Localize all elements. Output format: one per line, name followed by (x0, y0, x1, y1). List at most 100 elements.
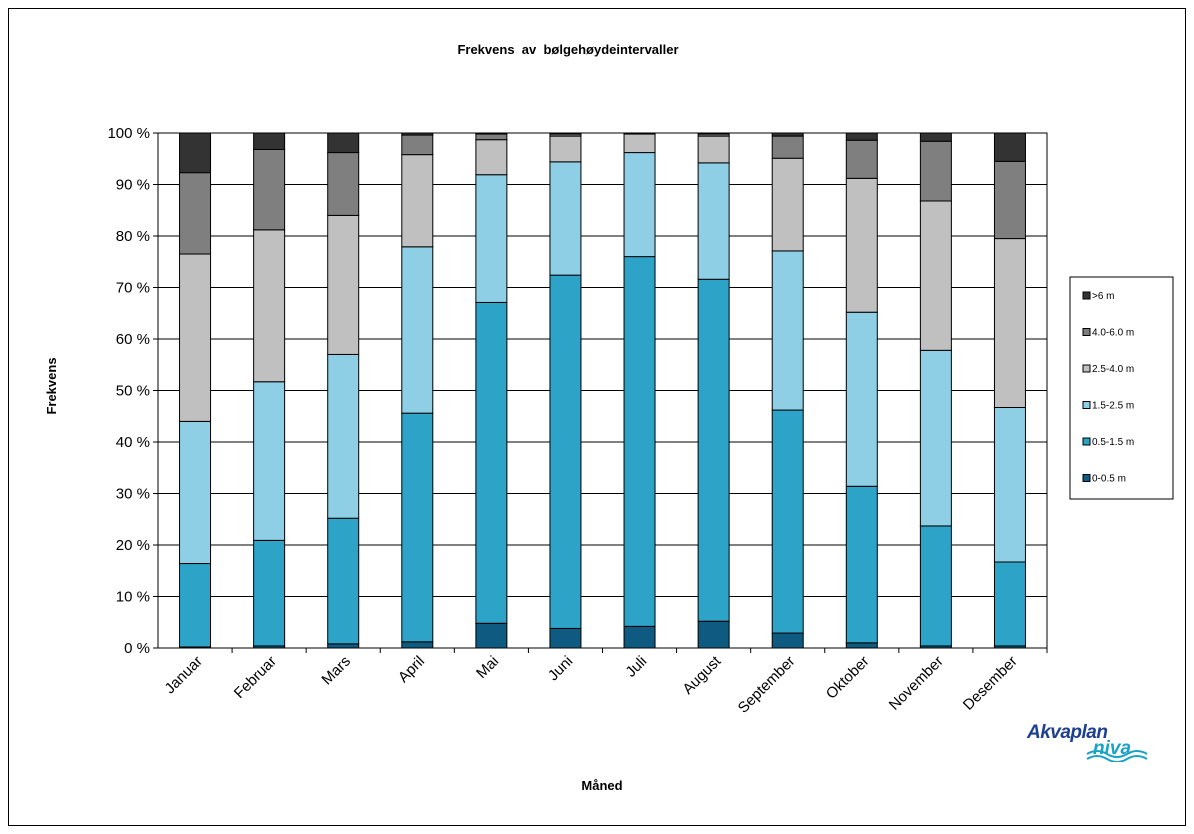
bar-segment (623, 152, 656, 258)
bar-segment (697, 620, 730, 649)
bar-segment (993, 238, 1026, 408)
bar-segment (993, 406, 1026, 563)
legend-label: 0.5-1.5 m (1092, 437, 1134, 448)
bar-segment (327, 517, 360, 645)
bar-segment (771, 250, 804, 411)
y-axis-label: Frekvens (44, 357, 59, 414)
x-tick-label: Februar (231, 653, 280, 702)
bar-segment (623, 256, 656, 627)
bar-segment (845, 177, 878, 313)
bar-segment (475, 132, 508, 135)
bar-segment (401, 246, 434, 414)
legend-label: 1.5-2.5 m (1092, 401, 1134, 412)
x-tick-label: April (395, 653, 428, 686)
x-tick-label: Mars (318, 653, 354, 689)
y-tick-label: 40 % (116, 434, 150, 451)
bars (179, 132, 1026, 649)
x-tick-label: September (735, 653, 799, 717)
bar-segment (623, 625, 656, 649)
bar-segment (549, 161, 582, 276)
y-tick-label: 10 % (116, 589, 150, 606)
bar-segment (771, 132, 804, 137)
bar-segment (697, 132, 730, 135)
chart-frame (8, 8, 1186, 826)
bar-segment (697, 278, 730, 622)
y-tick-label: 80 % (116, 228, 150, 245)
bar-segment (475, 139, 508, 176)
y-tick-label: 20 % (116, 537, 150, 554)
legend-box (1069, 276, 1174, 500)
x-tick-label: Juli (622, 653, 650, 681)
bar-segment (771, 157, 804, 252)
bar-segment (327, 353, 360, 519)
bar-segment (919, 525, 952, 647)
bar-segment (919, 132, 952, 142)
legend-swatch (1082, 364, 1091, 373)
bar-segment (475, 174, 508, 303)
bar-segment (475, 301, 508, 624)
bar-segment (401, 412, 434, 643)
logo-wave-icon (1086, 750, 1148, 762)
bar-segment (771, 135, 804, 159)
bar-segment (549, 274, 582, 629)
legend-swatch (1082, 474, 1091, 482)
bar-segment (327, 132, 360, 154)
bar-segment (253, 229, 286, 383)
bar-segment (697, 162, 730, 280)
bar-segment (475, 622, 508, 649)
bar-segment (179, 132, 212, 174)
bar-segment (401, 154, 434, 248)
bar-segment (327, 643, 360, 649)
bar-segment (179, 563, 212, 648)
x-tick-label: August (679, 652, 725, 698)
y-tick-label: 0 % (124, 640, 150, 657)
bar-segment (919, 200, 952, 351)
bar-segment (549, 627, 582, 649)
x-tick-label: Mai (473, 653, 502, 682)
bar-segment (697, 135, 730, 164)
bar-segment (401, 641, 434, 649)
bar-segment (623, 133, 656, 154)
x-tick-label: Januar (161, 653, 205, 697)
bar-segment (845, 311, 878, 487)
legend-label: 0-0.5 m (1092, 474, 1126, 485)
y-tick-label: 70 % (116, 280, 150, 297)
bar-segment (993, 132, 1026, 162)
legend-label: 4.0-6.0 m (1092, 328, 1134, 339)
gridlines (157, 132, 1048, 649)
bar-segment (253, 148, 286, 231)
logo-text-main: Akvaplan (1027, 722, 1108, 743)
akvaplan-niva-logo: Akvaplan niva (1027, 722, 1167, 762)
bar-segment (771, 632, 804, 649)
bar-segment (845, 642, 878, 649)
legend-label: >6 m (1092, 291, 1115, 302)
x-tick-label: Oktober (823, 653, 873, 703)
bar-segment (993, 160, 1026, 240)
bar-segment (401, 134, 434, 156)
bar-segment (401, 132, 434, 136)
bar-segment (919, 140, 952, 202)
bar-segment (253, 381, 286, 541)
bar-segment (327, 214, 360, 355)
x-tick-label: Desember (960, 653, 1021, 714)
chart-title: Frekvens av bølgehøydeintervaller (457, 42, 678, 57)
bar-segment (179, 420, 212, 565)
legend-swatch (1082, 291, 1091, 300)
x-tick-label: November (886, 653, 947, 714)
y-tick-label: 60 % (116, 331, 150, 348)
bar-segment (845, 132, 878, 141)
bar-segment (327, 152, 360, 216)
legend-swatch (1082, 328, 1091, 336)
legend-swatch (1082, 401, 1091, 409)
bar-segment (993, 561, 1026, 647)
bar-segment (253, 539, 286, 647)
x-tick-label: Juni (545, 653, 576, 684)
y-tick-label: 50 % (116, 383, 150, 400)
bar-segment (919, 349, 952, 527)
bar-segment (623, 132, 656, 135)
bar-segment (549, 132, 582, 135)
bar-segment (845, 139, 878, 179)
legend: >6 m 4.0-6.0 m 2.5-4.0 m 1.5-2.5 m 0.5-1.5 m… (1069, 276, 1174, 500)
bar-segment (179, 253, 212, 422)
